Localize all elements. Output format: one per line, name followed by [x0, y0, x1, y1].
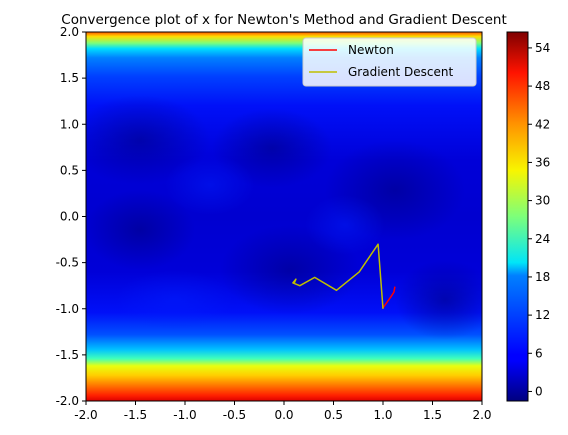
colorbar-tick-label: 36	[535, 155, 550, 169]
x-tick-label: -1.5	[124, 408, 147, 422]
series-line-gradient-descent	[292, 243, 384, 309]
y-tick-label: -1.0	[56, 302, 79, 316]
y-tick-label: 1.5	[60, 71, 79, 85]
x-tick-label: -2.0	[74, 408, 97, 422]
series-line-newton	[382, 286, 396, 309]
heatmap-field	[86, 32, 482, 401]
colorbar-tick-label: 54	[535, 41, 550, 55]
x-tick-label: 1.0	[373, 408, 392, 422]
colorbar-tick-label: 42	[535, 117, 550, 131]
y-tick-label: 1.0	[60, 117, 79, 131]
x-tick-label: -0.5	[223, 408, 246, 422]
colorbar-tick-label: 30	[535, 194, 550, 208]
colorbar-tick-label: 0	[535, 384, 543, 398]
colorbar-tick-label: 48	[535, 79, 550, 93]
x-tick-label: 0.0	[274, 408, 293, 422]
y-tick-label: -0.5	[56, 256, 79, 270]
colorbar-tick-label: 18	[535, 270, 550, 284]
y-tick-label: -1.5	[56, 348, 79, 362]
x-tick-label: 1.5	[423, 408, 442, 422]
y-tick-label: 2.0	[60, 25, 79, 39]
colorbar	[506, 31, 529, 402]
y-tick-label: 0.5	[60, 163, 79, 177]
y-tick-label: 0.0	[60, 210, 79, 224]
colorbar-tick-label: 12	[535, 308, 550, 322]
legend: Newton Gradient Descent	[302, 37, 477, 87]
colorbar-tick-label: 24	[535, 232, 550, 246]
chart-title: Convergence plot of x for Newton's Metho…	[61, 12, 506, 28]
colorbar-tick-label: 6	[535, 346, 543, 360]
x-tick-label: 0.5	[324, 408, 343, 422]
legend-box	[302, 37, 477, 87]
y-tick-label: -2.0	[56, 394, 79, 408]
x-tick-label: -1.0	[173, 408, 196, 422]
legend-label-gradient-descent: Gradient Descent	[348, 65, 454, 79]
legend-label-newton: Newton	[348, 43, 394, 57]
x-tick-label: 2.0	[472, 408, 491, 422]
